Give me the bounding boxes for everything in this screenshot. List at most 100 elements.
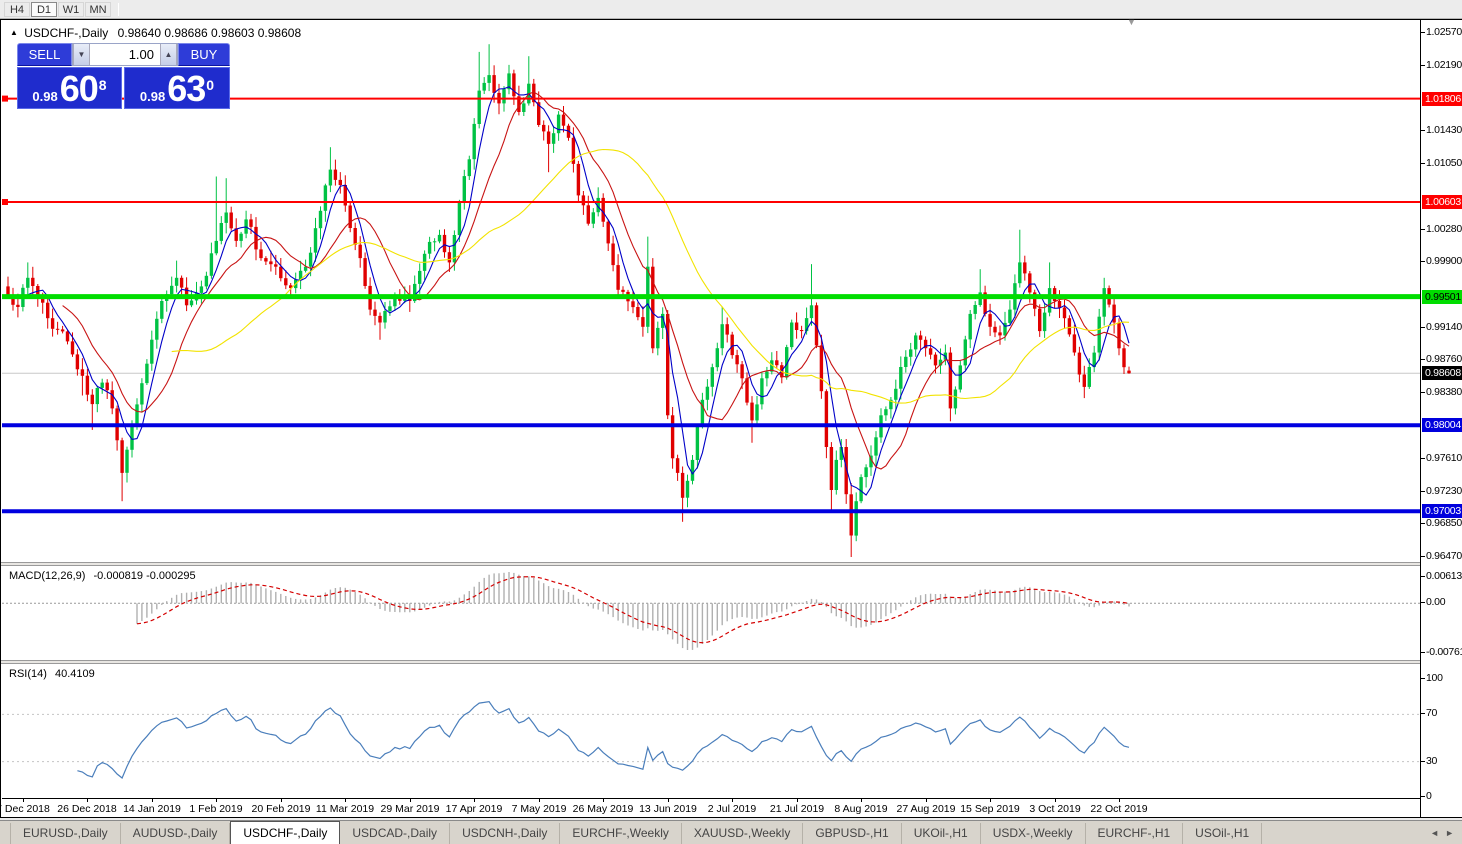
date-tick-mark	[410, 799, 411, 802]
date-tick-mark	[926, 799, 927, 802]
buy-price-display[interactable]: 0.98 63 0	[124, 67, 230, 109]
chart-tab-usdx-weekly[interactable]: USDX-,Weekly	[981, 823, 1086, 844]
rsi-chart[interactable]	[2, 664, 1420, 798]
one-click-trading-panel: SELL ▼ ▲ BUY 0.98 60 8 0.98 63 0	[17, 43, 230, 109]
sell-price-display[interactable]: 0.98 60 8	[17, 67, 122, 109]
date-axis-label: 2 Jul 2019	[707, 803, 757, 815]
date-axis-label: 14 Jan 2019	[123, 803, 181, 815]
macd-chart[interactable]	[2, 566, 1420, 660]
price-pane[interactable]: ▲ USDCHF-,Daily 0.98640 0.98686 0.98603 …	[2, 21, 1420, 562]
price-level-badge: 0.99501	[1422, 289, 1462, 304]
date-tick-mark	[732, 799, 733, 802]
price-axis-tick: 0.97230	[1421, 484, 1462, 497]
sell-price-point: 8	[98, 77, 107, 93]
tab-scroll-left-icon[interactable]: ◄	[1430, 827, 1440, 838]
price-axis-tick: 0.99140	[1421, 320, 1462, 333]
volume-input[interactable]	[90, 44, 160, 65]
buy-price-base: 0.98	[139, 89, 166, 104]
date-axis-label: 29 Mar 2019	[380, 803, 440, 815]
volume-decrease-button[interactable]: ▼	[73, 44, 90, 65]
timeframe-toolbar: H4 D1 W1 MN	[0, 0, 1462, 19]
chevron-up-icon: ▲	[164, 50, 173, 59]
pane-splitter[interactable]	[1, 562, 1461, 566]
date-axis-label: 21 Jul 2019	[769, 803, 825, 815]
date-tick-mark	[281, 799, 282, 802]
chart-tab-eurusd-daily[interactable]: EURUSD-,Daily	[10, 823, 121, 844]
moving-averages-group	[27, 86, 1130, 496]
date-axis-label: 26 Dec 2018	[57, 803, 117, 815]
price-axis-tick: 0.98380	[1421, 385, 1462, 398]
chart-tab-usdcad-daily[interactable]: USDCAD-,Daily	[340, 823, 451, 844]
date-axis-label: 8 Aug 2019	[834, 803, 888, 815]
pane-splitter[interactable]	[1, 660, 1461, 664]
splitter-collapse-arrow-icon[interactable]: ▼	[1127, 17, 1136, 27]
price-axis-tick: 1.02190	[1421, 58, 1462, 71]
timeframe-button-mn[interactable]: MN	[85, 2, 111, 17]
toolbar-divider	[118, 2, 119, 16]
macd-histogram	[136, 572, 1130, 650]
price-axis-tick: 1.00280	[1421, 222, 1462, 235]
horizontal-levels-group	[2, 95, 1420, 514]
chart-window: ▼ ▲ USDCHF-,Daily 0.98640 0.98686 0.9860…	[0, 17, 1462, 818]
date-axis-label: 17 Apr 2019	[445, 803, 503, 815]
date-axis-label: 1 Feb 2019	[189, 803, 243, 815]
macd-pane[interactable]: MACD(12,26,9) -0.000819 -0.000295	[2, 566, 1420, 660]
timeframe-button-d1[interactable]: D1	[31, 2, 57, 17]
date-tick-mark	[1055, 799, 1056, 802]
date-axis-label: 11 Mar 2019	[315, 803, 375, 815]
date-axis-label: 22 Oct 2019	[1090, 803, 1148, 815]
date-tick-mark	[539, 799, 540, 802]
chart-tab-eurchf-weekly[interactable]: EURCHF-,Weekly	[560, 823, 682, 844]
chart-symbol-label: USDCHF-,Daily	[24, 26, 109, 40]
price-axis-tick: 0.97610	[1421, 452, 1462, 465]
chart-tab-gbpusd-h1[interactable]: GBPUSD-,H1	[803, 823, 902, 844]
sell-price-pips: 60	[59, 68, 99, 109]
date-tick-mark	[861, 799, 862, 802]
chart-tab-eurchf-h1[interactable]: EURCHF-,H1	[1086, 823, 1184, 844]
buy-button[interactable]: BUY	[178, 43, 230, 66]
buy-price-point: 0	[206, 77, 215, 93]
date-axis-label: 7 Dec 2018	[0, 803, 50, 815]
date-axis-label: 3 Oct 2019	[1029, 803, 1081, 815]
timeframe-button-w1[interactable]: W1	[58, 2, 84, 17]
rsi-label: RSI(14) 40.4109	[9, 668, 95, 680]
date-tick-mark	[990, 799, 991, 802]
price-level-badge: 1.01806	[1422, 91, 1462, 106]
rsi-pane[interactable]: RSI(14) 40.4109	[2, 664, 1420, 798]
rsi-current-value: 40.4109	[54, 668, 95, 680]
price-axis-tick: 1.02570	[1421, 26, 1462, 38]
date-tick-mark	[603, 799, 604, 802]
date-tick-mark	[216, 799, 217, 802]
date-tick-mark	[87, 799, 88, 802]
candlestick-chart[interactable]	[2, 21, 1420, 562]
chart-tab-usdcnh-daily[interactable]: USDCNH-,Daily	[450, 823, 561, 844]
tab-scroll-right-icon[interactable]: ►	[1445, 827, 1454, 838]
chart-tab-audusd-daily[interactable]: AUDUSD-,Daily	[121, 823, 231, 844]
timeframe-button-h4[interactable]: H4	[4, 2, 30, 17]
macd-axis-tick: 0.00613	[1421, 570, 1462, 582]
date-tick-mark	[345, 799, 346, 802]
sell-button[interactable]: SELL	[17, 43, 72, 66]
date-axis[interactable]: 7 Dec 2018 26 Dec 2018 14 Jan 2019 1 Feb 20…	[0, 798, 1420, 817]
chart-tab-xauusd-weekly[interactable]: XAUUSD-,Weekly	[682, 823, 804, 844]
chart-tab-usdchf-daily[interactable]: USDCHF-,Daily	[230, 821, 341, 844]
date-axis-label: 20 Feb 2019	[251, 803, 311, 815]
date-axis-label: 27 Aug 2019	[896, 803, 956, 815]
rsi-axis-tick: 100	[1421, 672, 1443, 684]
price-axis-tick: 1.01050	[1421, 156, 1462, 169]
macd-label: MACD(12,26,9) -0.000819 -0.000295	[9, 570, 196, 582]
date-tick-mark	[152, 799, 153, 802]
price-axis-tick: 0.96850	[1421, 517, 1462, 530]
chart-tab-usoil-h1[interactable]: USOil-,H1	[1183, 823, 1263, 844]
chart-tab-ukoil-h1[interactable]: UKOil-,H1	[902, 823, 981, 844]
rsi-axis-tick: 0	[1421, 790, 1432, 802]
price-axis-tick: 0.96470	[1421, 550, 1462, 562]
collapse-triangle-icon[interactable]: ▲	[10, 28, 18, 37]
price-level-badge: 1.00603	[1422, 194, 1462, 209]
price-axis[interactable]: 1.02570 1.02190 1.01430 1.01050 1.00280 0.999…	[1420, 20, 1462, 817]
date-tick-mark	[797, 799, 798, 802]
date-axis-label: 15 Sep 2019	[960, 803, 1020, 815]
chevron-down-icon: ▼	[77, 50, 86, 59]
buy-price-pips: 63	[167, 68, 206, 109]
volume-increase-button[interactable]: ▲	[160, 44, 177, 65]
